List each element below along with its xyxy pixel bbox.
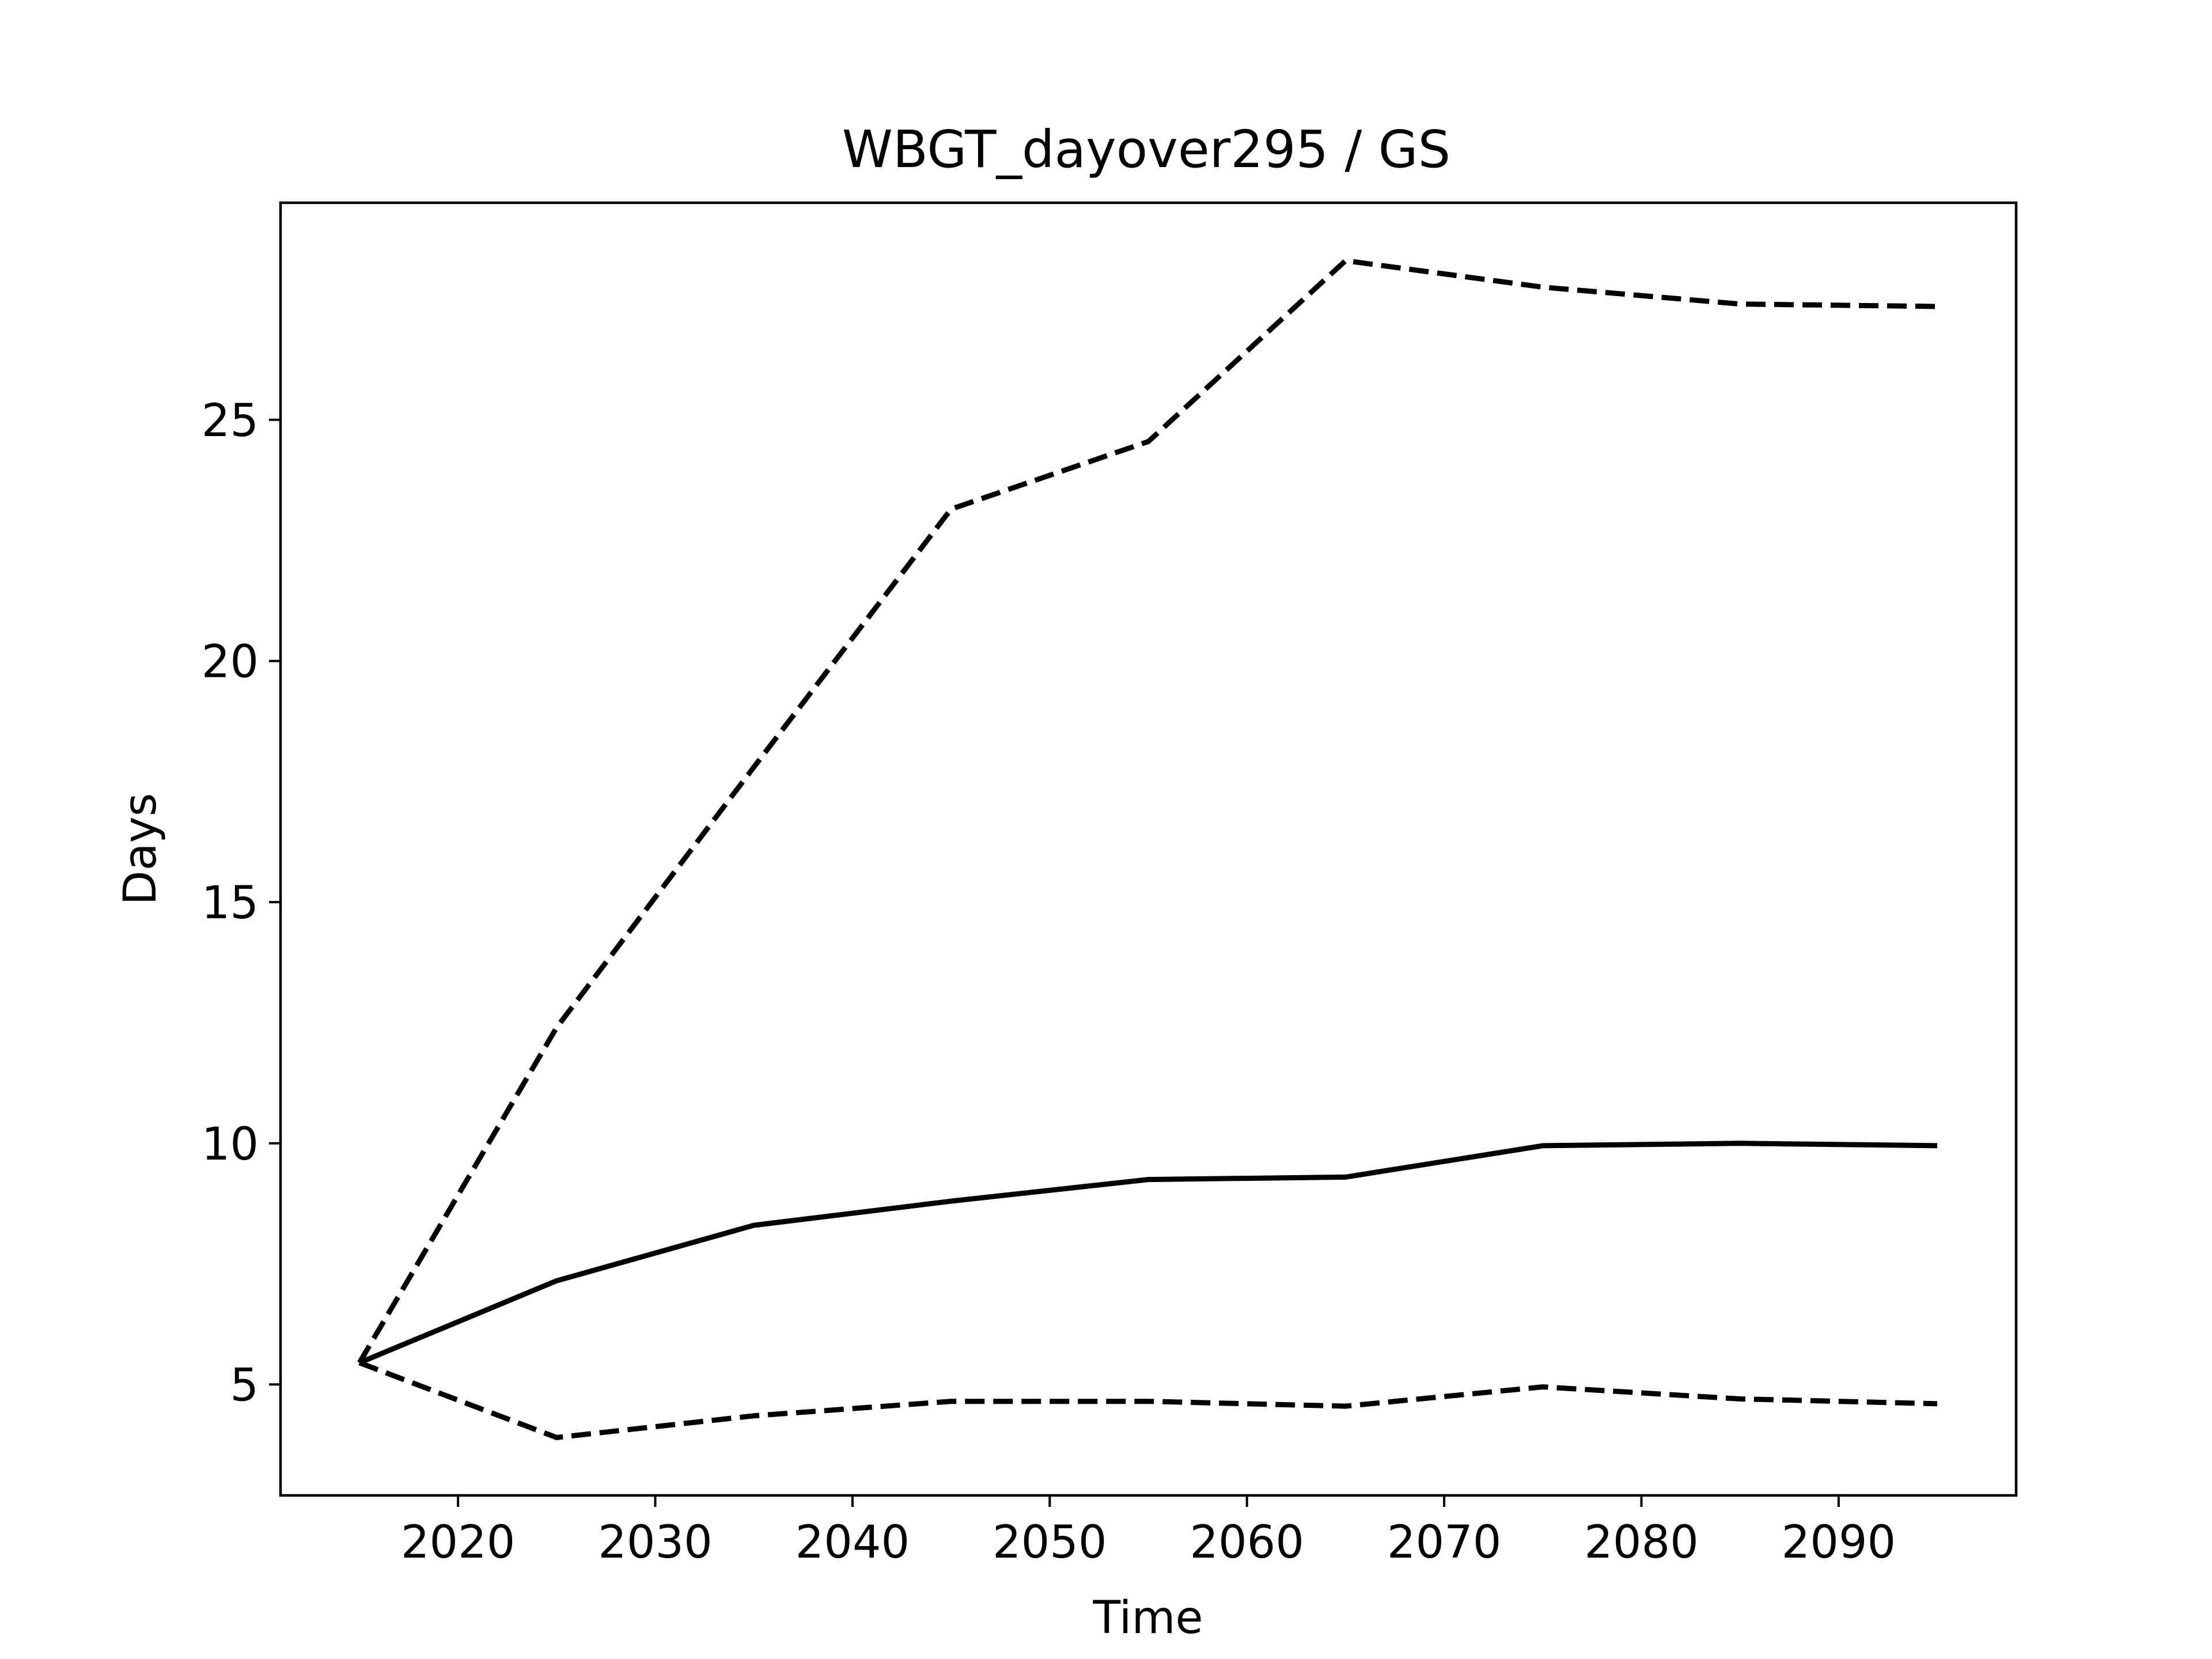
x-tick-label: 2020	[401, 1517, 516, 1569]
x-tick-label: 2030	[598, 1517, 713, 1569]
series-line-2	[358, 1141, 1938, 1365]
y-axis-label: Days	[115, 793, 166, 906]
x-tick-label: 2090	[1782, 1517, 1896, 1569]
series-layer	[357, 258, 1938, 1440]
series-line-3	[357, 258, 1938, 1364]
plot-frame	[279, 201, 2018, 1497]
y-tick-label: 25	[202, 395, 259, 447]
x-tick-label: 2070	[1387, 1517, 1502, 1569]
y-tick-label: 10	[202, 1119, 259, 1171]
x-tick-label: 2040	[796, 1517, 910, 1569]
x-tick-label: 2060	[1190, 1517, 1304, 1569]
chart-title: WBGT_dayover295 / GS	[842, 119, 1450, 179]
x-tick-label: 2050	[993, 1517, 1107, 1569]
x-tick-label: 2080	[1584, 1517, 1699, 1569]
y-axis-ticks: 5 10 15 20 25	[202, 395, 281, 1411]
y-tick-label: 20	[202, 636, 259, 688]
y-tick-label: 5	[230, 1359, 259, 1411]
series-line-1	[358, 1360, 1938, 1440]
x-axis-ticks: 2020 2030 2040 2050 2060 2070 2080 2090	[401, 1495, 1896, 1569]
x-axis-label: Time	[1093, 1592, 1203, 1644]
y-tick-label: 15	[202, 877, 259, 929]
